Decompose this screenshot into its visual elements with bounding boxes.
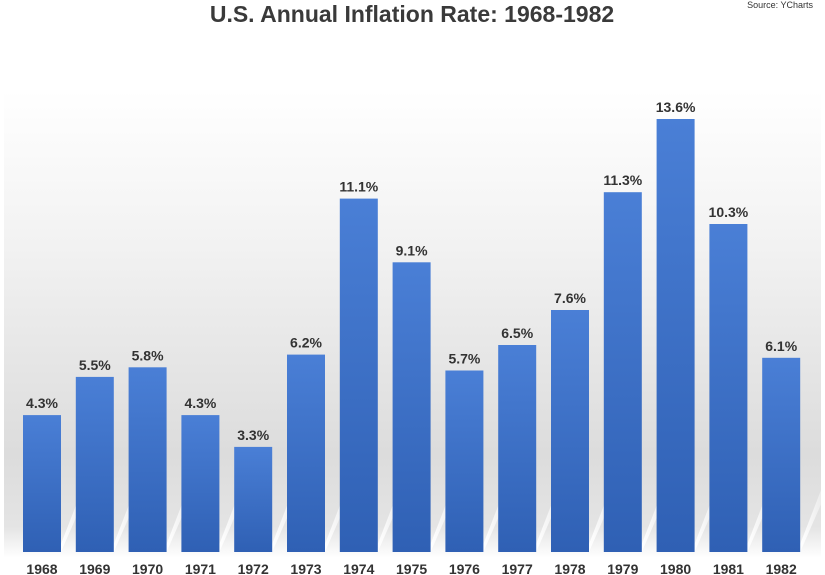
bar-1982 bbox=[762, 357, 801, 552]
data-label-1970: 5.8% bbox=[132, 347, 164, 363]
data-label-1974: 11.1% bbox=[339, 179, 378, 195]
x-tick-label-1970: 1970 bbox=[132, 561, 163, 575]
x-tick-label-1981: 1981 bbox=[713, 561, 744, 575]
data-label-1975: 9.1% bbox=[396, 242, 428, 258]
bar-1969 bbox=[75, 376, 114, 552]
x-tick-label-1979: 1979 bbox=[607, 561, 638, 575]
bar-1968 bbox=[23, 415, 61, 552]
data-label-1971: 4.3% bbox=[184, 395, 216, 411]
x-tick-label-1978: 1978 bbox=[554, 561, 585, 575]
data-label-1982: 6.1% bbox=[765, 338, 797, 354]
data-label-1979: 11.3% bbox=[603, 172, 642, 188]
x-tick-label-1982: 1982 bbox=[766, 561, 797, 575]
x-axis-tick-labels: 1968 1969 1970 1971 1972 1973 1974 1975 1976 1977… bbox=[26, 561, 797, 575]
x-tick-label-1969: 1969 bbox=[79, 561, 110, 575]
x-tick-label-1977: 1977 bbox=[502, 561, 533, 575]
x-tick-label-1974: 1974 bbox=[343, 561, 374, 575]
data-labels: 4.3% 5.5% 5.8% 4.3% 3.3% 6.2% 11.1% 9.1% 5.7% 6.5… bbox=[26, 99, 798, 443]
data-label-1973: 6.2% bbox=[290, 335, 322, 351]
bar-1981 bbox=[709, 224, 748, 552]
data-label-1981: 10.3% bbox=[709, 204, 749, 220]
data-label-1976: 5.7% bbox=[448, 351, 480, 367]
bar-1980 bbox=[656, 119, 695, 552]
x-tick-label-1971: 1971 bbox=[185, 561, 216, 575]
data-label-1969: 5.5% bbox=[79, 357, 111, 373]
x-tick-label-1980: 1980 bbox=[660, 561, 691, 575]
bar-1975 bbox=[392, 262, 431, 552]
source-note: Source: YCharts bbox=[747, 0, 813, 10]
x-tick-label-1968: 1968 bbox=[26, 561, 57, 575]
bar-1979 bbox=[603, 192, 642, 552]
data-label-1978: 7.6% bbox=[554, 290, 586, 306]
bar-1971 bbox=[181, 415, 220, 552]
data-label-1977: 6.5% bbox=[501, 325, 533, 341]
bar-1972 bbox=[234, 446, 273, 552]
bars bbox=[23, 119, 801, 552]
bar-1970 bbox=[128, 367, 167, 552]
data-label-1968: 4.3% bbox=[26, 395, 58, 411]
bar-1974 bbox=[339, 198, 378, 552]
bar-1976 bbox=[445, 370, 484, 552]
bar-shadow bbox=[800, 479, 825, 552]
x-tick-label-1975: 1975 bbox=[396, 561, 427, 575]
data-label-1980: 13.6% bbox=[656, 99, 696, 115]
x-tick-label-1973: 1973 bbox=[290, 561, 321, 575]
chart-title: U.S. Annual Inflation Rate: 1968-1982 bbox=[210, 1, 614, 27]
bar-1977 bbox=[498, 345, 537, 552]
bar-1973 bbox=[287, 354, 325, 552]
data-label-1972: 3.3% bbox=[237, 427, 269, 443]
x-tick-label-1976: 1976 bbox=[449, 561, 480, 575]
x-tick-label-1972: 1972 bbox=[238, 561, 269, 575]
bar-1978 bbox=[551, 310, 589, 552]
